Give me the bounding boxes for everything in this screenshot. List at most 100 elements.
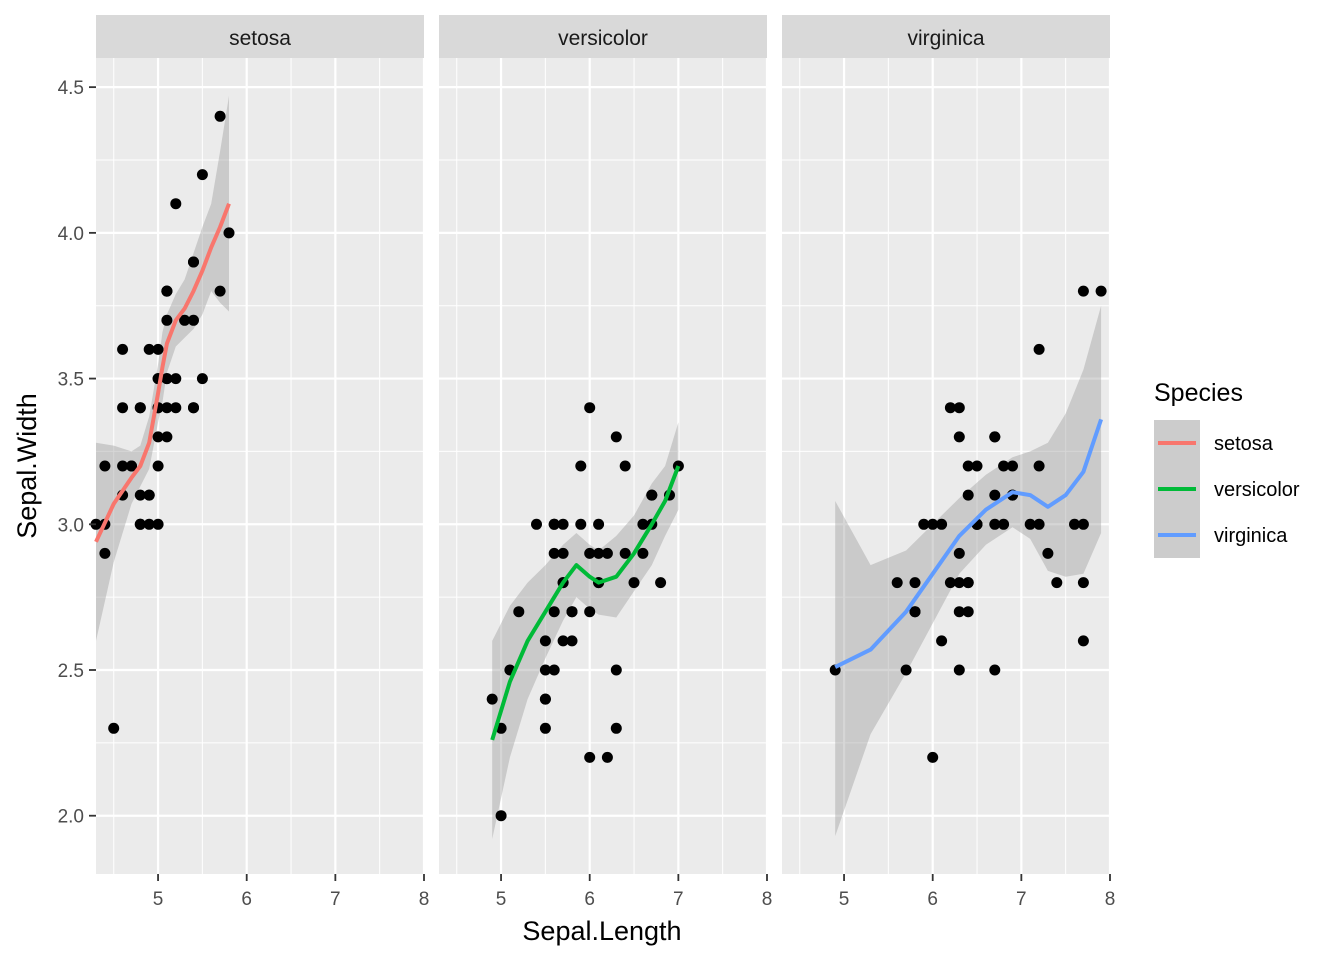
data-point: [909, 577, 921, 589]
facet-strip: [439, 15, 767, 58]
data-point: [134, 518, 146, 530]
data-point: [170, 402, 182, 414]
legend-items: setosa versicolor virginica: [1154, 420, 1300, 558]
data-point: [108, 722, 120, 734]
data-point: [610, 664, 622, 676]
data-point: [161, 431, 173, 443]
x-tick-label: 8: [419, 889, 430, 910]
facet-strip-label: setosa: [229, 27, 291, 50]
legend: Species setosa versicolor virginica: [1154, 379, 1300, 558]
panel-virginica: virginica 5 6 7 8: [782, 15, 1115, 910]
x-tick-label: 7: [330, 889, 341, 910]
data-point: [601, 547, 613, 559]
data-point: [989, 431, 1001, 443]
y-tick-label: 4.0: [58, 224, 84, 245]
data-point: [179, 314, 191, 326]
data-point: [936, 635, 948, 647]
x-tick-label: 8: [762, 889, 773, 910]
data-point: [557, 518, 569, 530]
x-tick-label: 7: [1016, 889, 1027, 910]
smooth-line-virginica: [834, 418, 1103, 669]
smooth-line-setosa: [94, 202, 231, 543]
data-point: [134, 402, 146, 414]
data-point: [161, 285, 173, 297]
data-point: [646, 489, 658, 501]
data-point: [610, 431, 622, 443]
data-point: [953, 431, 965, 443]
data-point: [223, 227, 235, 239]
data-point: [539, 664, 551, 676]
data-point: [188, 314, 199, 326]
data-point: [575, 518, 587, 530]
legend-item-versicolor: versicolor: [1154, 466, 1300, 512]
panel-background: [782, 58, 1110, 874]
data-point: [161, 314, 173, 326]
data-point: [539, 693, 551, 705]
legend-item-setosa: setosa: [1154, 420, 1274, 466]
facet-strip: [96, 15, 424, 58]
data-point: [214, 110, 226, 122]
data-point: [539, 635, 551, 647]
data-point: [126, 460, 137, 472]
legend-label: setosa: [1214, 433, 1274, 455]
data-point: [214, 285, 226, 297]
data-point: [619, 547, 631, 559]
confidence-band: [835, 305, 1102, 837]
y-tick-label: 3.5: [58, 370, 84, 391]
data-point: [152, 518, 164, 530]
legend-label: versicolor: [1214, 479, 1300, 501]
data-point: [566, 635, 578, 647]
data-point: [548, 664, 560, 676]
x-tick-label: 5: [153, 889, 164, 910]
data-point: [637, 518, 649, 530]
data-point: [188, 402, 199, 414]
data-point: [99, 460, 111, 472]
y-axis-title: Sepal.Width: [12, 393, 42, 539]
y-tick-label: 3.0: [58, 515, 84, 536]
data-point: [117, 402, 129, 414]
data-point: [170, 373, 182, 385]
data-point: [1033, 518, 1045, 530]
data-point: [637, 547, 649, 559]
data-point: [1042, 547, 1054, 559]
data-point: [962, 606, 974, 618]
data-point: [962, 577, 974, 589]
data-point: [593, 547, 605, 559]
data-point: [944, 577, 956, 589]
data-point: [953, 664, 965, 676]
data-point: [989, 664, 1001, 676]
data-point: [557, 547, 569, 559]
data-point: [584, 606, 596, 618]
data-point: [927, 751, 939, 763]
y-tick-label: 4.5: [58, 78, 84, 99]
x-axis-title: Sepal.Length: [522, 916, 681, 946]
data-point: [891, 577, 903, 589]
data-point: [548, 606, 560, 618]
data-point: [513, 606, 525, 618]
data-point: [900, 664, 912, 676]
x-tick-label: 6: [241, 889, 252, 910]
data-point: [584, 751, 596, 763]
data-point: [628, 577, 640, 589]
data-point: [584, 402, 596, 414]
facet-strip: [782, 15, 1110, 58]
data-point: [989, 489, 1001, 501]
data-point: [953, 606, 965, 618]
data-point: [188, 256, 199, 268]
data-point: [927, 518, 939, 530]
data-point: [117, 343, 129, 355]
data-point: [170, 198, 182, 210]
data-point: [584, 547, 596, 559]
data-point: [953, 402, 965, 414]
y-axis: 2.0 2.5 3.0 3.5 4.0 4.5: [58, 78, 96, 828]
data-point: [548, 547, 560, 559]
data-point: [953, 577, 965, 589]
data-point: [196, 373, 208, 385]
data-point: [99, 547, 111, 559]
data-point: [1069, 518, 1080, 530]
facet-strip-label: versicolor: [558, 27, 648, 50]
data-point: [557, 635, 569, 647]
data-point: [998, 460, 1010, 472]
data-point: [152, 343, 164, 355]
data-point: [989, 518, 1001, 530]
